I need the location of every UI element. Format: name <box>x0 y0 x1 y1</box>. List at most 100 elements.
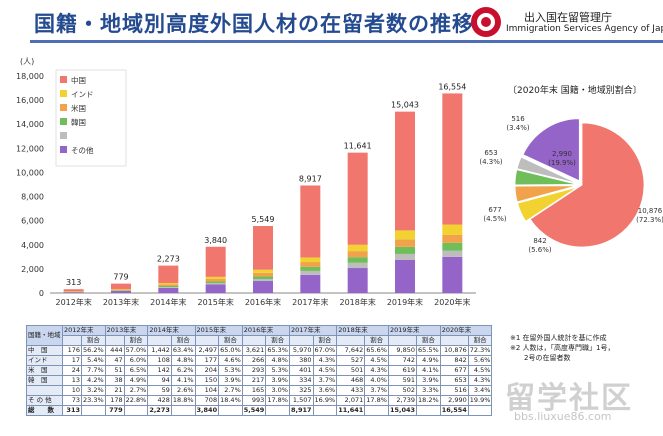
pie-slice <box>517 186 578 222</box>
pie-slice <box>516 156 578 184</box>
bar-segment <box>111 290 131 293</box>
table-cell: 165 <box>241 385 267 396</box>
table-cell: 4.8% <box>170 355 196 366</box>
table-cell: 4.9% <box>123 375 149 386</box>
table-cell: 527 <box>336 355 366 366</box>
table-cell: 65.0% <box>218 345 243 356</box>
table-cell: 19.9% <box>467 395 493 406</box>
bar-segment <box>63 289 84 292</box>
table-cell: 23.3% <box>81 395 106 406</box>
pie-value-label: 653 <box>484 149 497 157</box>
bar-segment <box>205 278 226 282</box>
table-cell: 2.6% <box>170 385 196 396</box>
table-cell: 177 <box>194 355 220 366</box>
table-cell: 2,273 <box>147 405 172 416</box>
table-cell: 293 <box>241 365 267 376</box>
bar-total-label: 2,273 <box>157 255 180 264</box>
table-cell: 1,442 <box>147 345 172 356</box>
table-share-subheader: 割合 <box>467 335 493 346</box>
bar-segment <box>442 250 463 257</box>
table-share-subheader: 割合 <box>170 335 196 346</box>
table-cell: 217 <box>241 375 267 386</box>
table-cell: 47 <box>104 355 125 366</box>
table-cell <box>81 405 106 416</box>
table-cell: 2.7% <box>123 385 149 396</box>
table-cell <box>265 405 290 416</box>
pie-percent-label: (19.9%) <box>548 159 576 167</box>
bar-segment <box>347 244 368 252</box>
table-cell: 3.9% <box>265 375 290 386</box>
bar-segment <box>158 285 179 288</box>
bar-total-label: 8,917 <box>299 175 322 184</box>
bar-segment <box>205 246 226 277</box>
table-row: 韓 国 13 4.2% 38 4.9% 94 4.1% 150 3.9% 217 3.9% 334 3.… <box>26 375 493 386</box>
watermark: 留学社区 <box>505 381 633 416</box>
bar-segment <box>253 272 273 277</box>
table-row: そ の 他 73 23.3% 178 22.8% 428 18.8% 708 18.4% 993 1… <box>26 395 493 406</box>
table-cell: 204 <box>194 365 220 376</box>
table-cell: 3.7% <box>364 385 389 396</box>
x-tick-label: 2019年末 <box>387 297 423 307</box>
pie-slice <box>522 118 580 182</box>
table-row: 米 国 24 7.7% 51 6.5% 142 6.2% 204 5.3% 293 5.3% 401 4… <box>26 365 493 376</box>
note-line: 2号の在留者数 <box>510 354 571 362</box>
table-cell: 38 <box>104 375 125 386</box>
table-cell: 334 <box>288 375 314 386</box>
bar-segment <box>253 279 273 282</box>
table-count-subheader <box>104 335 125 346</box>
table-count-subheader <box>439 335 469 346</box>
table-cell: 142 <box>147 365 172 376</box>
table-cell: 176 <box>62 345 82 356</box>
table-cell: 73 <box>62 395 82 406</box>
legend-swatch <box>60 146 67 153</box>
table-cell: 18.4% <box>218 395 243 406</box>
bar-segment <box>442 234 463 243</box>
table-year-header: 2019年末 <box>387 325 441 336</box>
pie-value-label: 516 <box>511 115 525 123</box>
y-tick-label: 14,000 <box>16 120 44 129</box>
bar-segment <box>205 283 226 285</box>
bar-total-label: 313 <box>66 278 81 287</box>
table-share-subheader: 割合 <box>416 335 441 346</box>
data-table: 国籍・地域 2012年末 2013年末 2014年末 2015年末 2016年末… <box>26 325 493 416</box>
table-count-subheader <box>194 335 220 346</box>
legend-swatch <box>60 118 67 125</box>
table-cell: 3,621 <box>241 345 267 356</box>
bar-total-label: 3,840 <box>204 236 227 245</box>
bar-segment <box>347 268 368 293</box>
table-cell: 5.6% <box>467 355 493 366</box>
table-cell: 4.5% <box>312 365 338 376</box>
pie-slice <box>529 122 645 248</box>
table-cell: 67.0% <box>312 345 338 356</box>
table-cell: 3.6% <box>312 385 338 396</box>
table-subheader-row: 割合 割合 割合 割合 割合 割合 割合 割合 割合 <box>27 335 493 346</box>
table-count-subheader <box>336 335 366 346</box>
table-cell: 3,840 <box>194 405 220 416</box>
table-cell <box>218 405 243 416</box>
bar-total-label: 16,554 <box>438 82 466 91</box>
watermark-url: bbs.liuxue86.com <box>514 410 612 423</box>
table-corner: 国籍・地域 <box>26 325 63 346</box>
table-cell: 3.2% <box>81 385 106 396</box>
bar-segment <box>347 152 368 245</box>
table-row-label <box>26 385 63 396</box>
bar-segment <box>347 257 368 263</box>
table-cell: 8,917 <box>288 405 314 416</box>
bar-segment <box>300 185 321 258</box>
table-cell: 4.5% <box>467 365 493 376</box>
table-count-subheader <box>62 335 82 346</box>
legend-swatch <box>60 104 67 111</box>
table-cell: 1,507 <box>288 395 314 406</box>
bar-segment <box>395 111 415 231</box>
bar-segment <box>347 251 368 258</box>
table-cell: 428 <box>147 395 172 406</box>
table-cell: 5.4% <box>81 355 106 366</box>
table-cell: 72.3% <box>467 345 493 356</box>
table-cell: 677 <box>439 365 469 376</box>
table-share-subheader: 割合 <box>218 335 243 346</box>
y-tick-label: 16,000 <box>16 96 44 105</box>
table-cell: 619 <box>387 365 418 376</box>
legend-label: 韓国 <box>71 117 86 127</box>
bar-segment <box>205 281 226 284</box>
bar-segment <box>253 269 273 273</box>
